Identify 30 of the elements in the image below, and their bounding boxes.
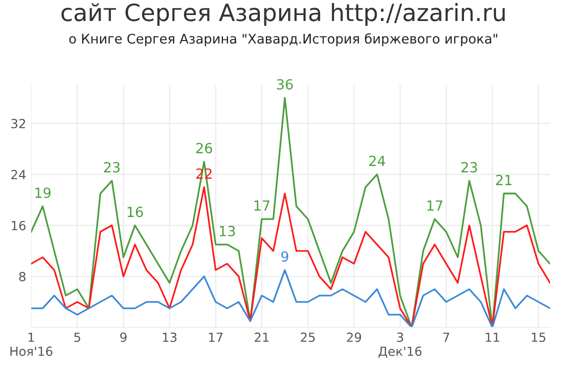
x-tick-label: 29 [346,332,362,342]
annotation: 23 [104,162,120,173]
annotation: 21 [496,174,512,186]
x-tick-label: 9 [120,332,127,342]
annotation: 26 [196,142,212,154]
x-tick-label: 5 [74,332,80,342]
x-tick-label: 1 Ноя'16 [10,332,52,356]
x-tick-label: 17 [209,332,223,342]
x-tick-label: 13 [162,332,176,342]
x-tick-label: 15 [532,332,546,342]
annotation: 36 [277,79,293,90]
annotation: 24 [369,156,386,166]
annotation: 17 [254,200,270,211]
x-tick-label: 3 Дек'16 [378,332,422,358]
annotation: 23 [461,162,478,173]
chart-title: сайт Сергея Азарина http://azarin.ru [61,3,505,26]
annotation: 13 [220,226,235,236]
y-tick-label: 16 [12,220,26,230]
x-tick-label: 25 [300,332,315,342]
chart-subtitle: о Книге Сергея Азарина "Хавард.История биржевого игрока" [69,33,498,46]
y-tick-label: 8 [19,272,26,282]
annotation: 16 [128,206,143,218]
x-tick-label: 11 [486,332,500,342]
y-tick-label: 24 [11,170,26,180]
annotation: 9 [281,251,288,262]
annotation: 19 [35,188,51,198]
x-tick-label: 7 [443,332,450,342]
annotation: 17 [427,200,442,211]
x-tick-label: 21 [254,332,269,342]
y-tick-label: 32 [11,118,26,128]
